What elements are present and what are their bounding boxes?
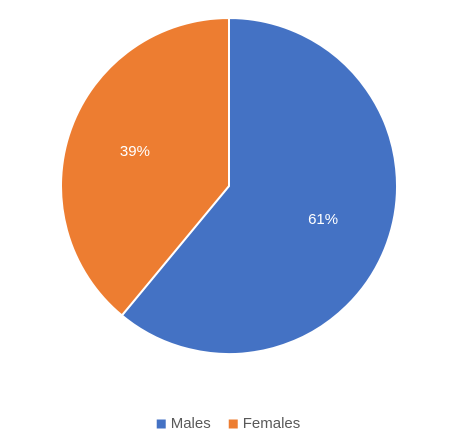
pie xyxy=(60,16,398,355)
pie-slice xyxy=(60,16,230,317)
pie-slice xyxy=(120,16,398,355)
legend-swatch xyxy=(228,419,238,429)
data-label: 39% xyxy=(120,143,150,160)
legend: Males Females xyxy=(156,415,301,432)
data-labels: 61% 39% xyxy=(120,143,338,228)
data-label: 61% xyxy=(308,211,338,228)
legend-label: Females xyxy=(243,415,301,432)
legend-swatch xyxy=(156,419,166,429)
legend-label: Males xyxy=(171,415,211,432)
